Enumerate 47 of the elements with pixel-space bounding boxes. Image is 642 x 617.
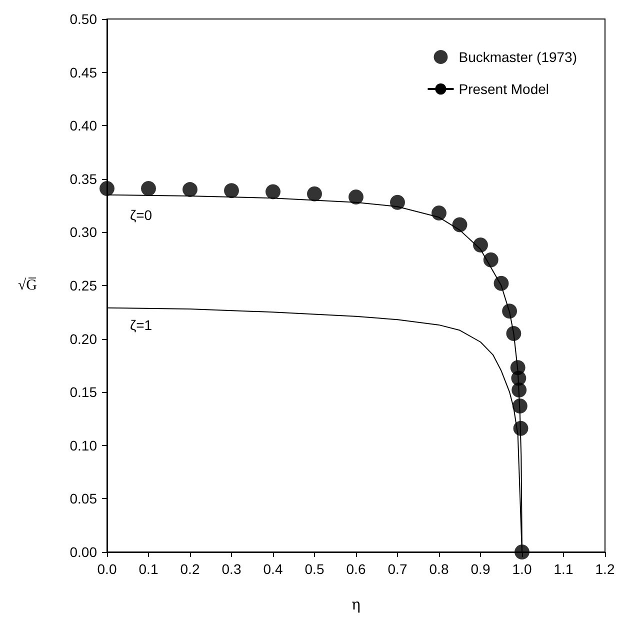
point xyxy=(100,180,114,196)
x-tick-label: 1.1 xyxy=(554,561,574,577)
x-tick-label: 0.8 xyxy=(429,561,449,577)
point xyxy=(390,194,405,210)
y-tick-label: 0.50 xyxy=(70,11,98,27)
x-tick-label: 0.5 xyxy=(304,561,324,577)
point xyxy=(266,184,280,200)
y-tick-label: 0.10 xyxy=(70,437,98,454)
y-tick-label: 0.15 xyxy=(70,384,98,400)
y-tick-label: 0.45 xyxy=(70,64,98,80)
y-tick-label: 0.00 xyxy=(70,544,98,560)
point xyxy=(182,182,198,198)
point xyxy=(452,217,468,232)
annotation: ζ=0 xyxy=(130,207,152,223)
y-tick-label: 0.40 xyxy=(70,118,98,134)
x-tick-label: 0.7 xyxy=(388,561,408,577)
point xyxy=(506,326,522,341)
y-axis-title: √G̅ xyxy=(18,276,38,294)
point xyxy=(348,190,364,205)
annotation: ζ=1 xyxy=(130,317,152,333)
point xyxy=(307,186,322,202)
y-tick-label: 0.25 xyxy=(70,278,98,294)
x-tick-label: 0.9 xyxy=(470,561,490,577)
x-tick-label: 1.2 xyxy=(595,561,615,577)
point xyxy=(512,382,527,398)
point xyxy=(224,183,239,198)
point xyxy=(514,544,530,560)
y-tick-label: 0.35 xyxy=(70,170,98,187)
legend-label: Present Model xyxy=(458,81,550,97)
point xyxy=(141,180,156,196)
point xyxy=(494,276,509,291)
x-tick-label: 0.2 xyxy=(180,561,200,577)
x-axis-title: η xyxy=(352,596,360,614)
point xyxy=(483,252,498,268)
point xyxy=(502,304,518,319)
point xyxy=(432,206,446,221)
x-tick-label: 0.3 xyxy=(222,561,242,577)
x-tick-label: 0.1 xyxy=(138,561,158,577)
y-tick-label: 0.05 xyxy=(70,490,98,507)
y-tick-label: 0.30 xyxy=(70,224,98,240)
x-tick-label: 1.0 xyxy=(512,561,532,577)
x-tick-label: 0.0 xyxy=(97,561,117,577)
x-tick-label: 0.4 xyxy=(263,561,283,577)
point xyxy=(473,237,488,252)
x-tick-label: 0.6 xyxy=(346,561,366,577)
y-tick-label: 0.20 xyxy=(70,330,98,347)
legend-label: Buckmaster (1973) xyxy=(458,49,578,65)
